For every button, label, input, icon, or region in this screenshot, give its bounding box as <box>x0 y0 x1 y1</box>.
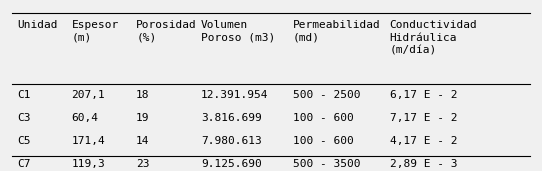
Text: Unidad: Unidad <box>17 21 58 30</box>
Text: C5: C5 <box>17 136 31 146</box>
Text: Espesor
(m): Espesor (m) <box>72 21 119 43</box>
Text: 3.816.699: 3.816.699 <box>201 113 262 123</box>
Text: C1: C1 <box>17 90 31 100</box>
Text: Conductividad
Hidráulica
(m/día): Conductividad Hidráulica (m/día) <box>390 21 478 55</box>
Text: 7,17 E - 2: 7,17 E - 2 <box>390 113 457 123</box>
Text: 500 - 3500: 500 - 3500 <box>293 160 360 169</box>
Text: C3: C3 <box>17 113 31 123</box>
Text: 14: 14 <box>136 136 150 146</box>
Text: 119,3: 119,3 <box>72 160 105 169</box>
Text: Volumen
Poroso (m3): Volumen Poroso (m3) <box>201 21 275 43</box>
Text: Porosidad
(%): Porosidad (%) <box>136 21 197 43</box>
Text: 2,89 E - 3: 2,89 E - 3 <box>390 160 457 169</box>
Text: 23: 23 <box>136 160 150 169</box>
Text: 19: 19 <box>136 113 150 123</box>
Text: 100 - 600: 100 - 600 <box>293 113 353 123</box>
Text: 9.125.690: 9.125.690 <box>201 160 262 169</box>
Text: 171,4: 171,4 <box>72 136 105 146</box>
Text: 60,4: 60,4 <box>72 113 99 123</box>
Text: 500 - 2500: 500 - 2500 <box>293 90 360 100</box>
Text: Permeabilidad
(md): Permeabilidad (md) <box>293 21 380 43</box>
Text: 18: 18 <box>136 90 150 100</box>
Text: C7: C7 <box>17 160 31 169</box>
Text: 4,17 E - 2: 4,17 E - 2 <box>390 136 457 146</box>
Text: 7.980.613: 7.980.613 <box>201 136 262 146</box>
Text: 100 - 600: 100 - 600 <box>293 136 353 146</box>
Text: 6,17 E - 2: 6,17 E - 2 <box>390 90 457 100</box>
Text: 207,1: 207,1 <box>72 90 105 100</box>
Text: 12.391.954: 12.391.954 <box>201 90 268 100</box>
